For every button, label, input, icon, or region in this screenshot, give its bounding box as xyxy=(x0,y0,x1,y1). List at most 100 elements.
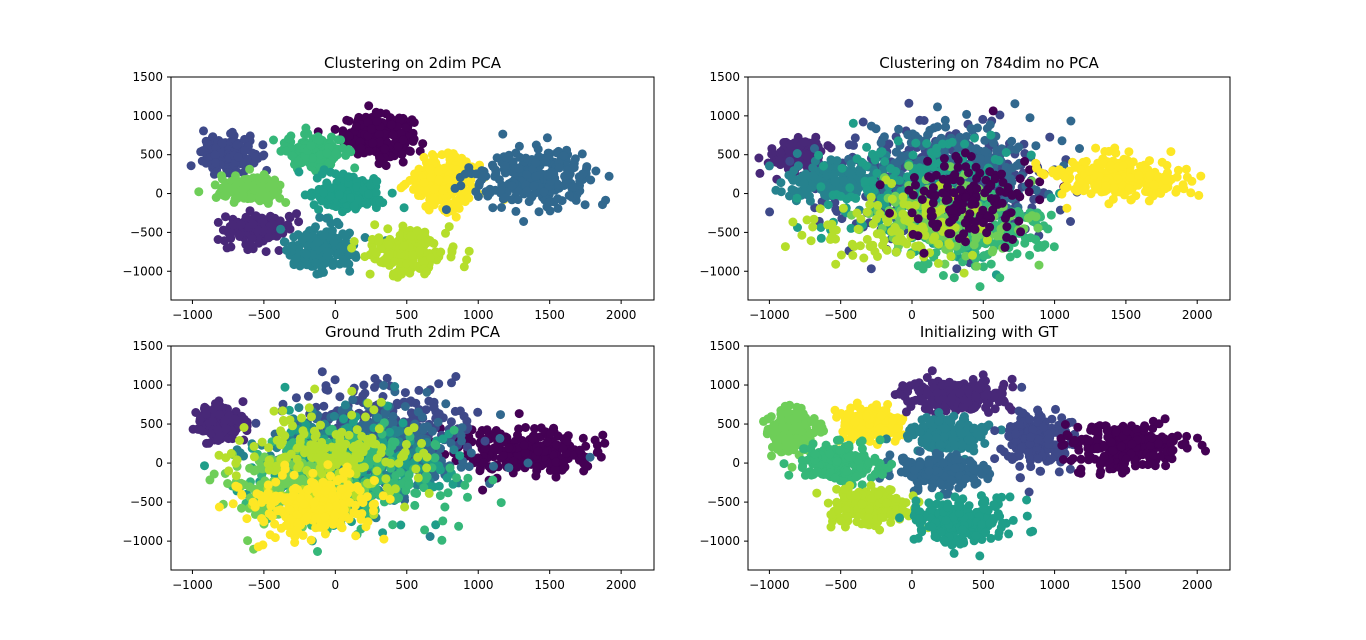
scatter-point xyxy=(285,213,295,223)
scatter-point xyxy=(322,148,332,158)
scatter-point xyxy=(1186,188,1196,198)
scatter-point xyxy=(998,177,1008,187)
scatter-point xyxy=(819,161,828,171)
scatter-point xyxy=(1064,166,1074,176)
scatter-point xyxy=(257,186,267,196)
scatter-point xyxy=(328,260,338,270)
y-tick-label: 500 xyxy=(717,148,740,162)
scatter-point xyxy=(1023,213,1033,223)
scatter-point xyxy=(251,211,261,221)
scatter-point xyxy=(1046,210,1056,220)
scatter-point xyxy=(574,172,584,182)
scatter-point xyxy=(764,161,774,171)
scatter-point xyxy=(211,193,221,202)
scatter-point xyxy=(831,259,841,269)
scatter-point xyxy=(931,222,941,232)
scatter-point xyxy=(446,417,456,427)
scatter-point xyxy=(344,131,354,141)
scatter-point xyxy=(489,443,499,453)
scatter-point xyxy=(943,182,952,192)
scatter-point xyxy=(598,430,608,440)
scatter-point xyxy=(218,225,228,235)
scatter-point xyxy=(932,143,942,153)
x-tick-label: 1500 xyxy=(1111,308,1142,322)
scatter-point xyxy=(821,190,831,200)
scatter-point xyxy=(433,175,443,185)
scatter-point xyxy=(512,186,522,196)
scatter-point xyxy=(780,242,790,252)
scatter-point xyxy=(398,221,408,231)
scatter-point xyxy=(269,135,278,145)
scatter-point xyxy=(868,219,878,229)
scatter-point xyxy=(211,158,220,168)
scatter-point xyxy=(823,200,833,210)
scatter-point xyxy=(955,176,965,186)
scatter-point xyxy=(292,209,301,219)
scatter-point xyxy=(938,188,948,198)
scatter-point xyxy=(280,237,290,247)
scatter-point xyxy=(844,168,854,178)
scatter-point xyxy=(949,188,959,198)
scatter-point xyxy=(601,195,611,205)
scatter-point xyxy=(1026,233,1036,243)
scatter-point xyxy=(1060,172,1070,182)
scatter-point xyxy=(1109,183,1119,193)
scatter-point xyxy=(767,144,777,154)
scatter-point xyxy=(776,148,785,158)
scatter-point xyxy=(366,124,376,134)
scatter-point xyxy=(951,151,961,161)
scatter-point xyxy=(940,115,950,125)
cluster-8 xyxy=(213,206,304,257)
scatter-point xyxy=(960,218,970,228)
scatter-point xyxy=(814,150,823,160)
scatter-point xyxy=(420,184,430,194)
scatter-point xyxy=(533,144,543,154)
scatter-point xyxy=(868,149,877,159)
scatter-point xyxy=(342,115,352,125)
scatter-point xyxy=(479,458,489,468)
x-tick-label: 1000 xyxy=(1039,308,1070,322)
scatter-point xyxy=(211,399,220,409)
scatter-point xyxy=(978,218,988,228)
scatter-point xyxy=(397,269,406,279)
scatter-point xyxy=(319,267,328,277)
x-tick-label: 2000 xyxy=(606,308,637,322)
scatter-point xyxy=(866,121,876,131)
scatter-point xyxy=(551,472,561,482)
scatter-point xyxy=(785,139,795,149)
scatter-point xyxy=(1144,187,1153,197)
scatter-point xyxy=(941,195,951,205)
scatter-point xyxy=(845,183,855,193)
scatter-point xyxy=(982,228,992,238)
scatter-point xyxy=(408,136,418,146)
scatter-point xyxy=(1001,148,1011,157)
scatter-point xyxy=(755,168,765,178)
scatter-point xyxy=(1014,142,1024,152)
scatter-point xyxy=(529,181,539,191)
scatter-point xyxy=(580,200,590,210)
scatter-point xyxy=(862,234,872,244)
scatter-point xyxy=(904,161,914,171)
scatter-point xyxy=(319,230,329,240)
scatter-point xyxy=(459,262,469,272)
scatter-point xyxy=(848,118,858,128)
scatter-point xyxy=(421,405,431,415)
scatter-point xyxy=(533,446,543,456)
x-tick-label: 500 xyxy=(972,308,995,322)
scatter-point xyxy=(265,181,275,191)
scatter-point xyxy=(962,109,972,119)
scatter-point xyxy=(1090,181,1100,191)
scatter-point xyxy=(352,122,361,132)
scatter-point xyxy=(261,247,271,257)
scatter-point xyxy=(970,217,980,227)
y-tick-label: −1000 xyxy=(122,264,163,278)
scatter-point xyxy=(947,137,957,147)
scatter-point xyxy=(554,163,564,173)
scatter-point xyxy=(346,147,356,157)
scatter-point xyxy=(923,130,933,139)
scatter-point xyxy=(498,451,508,461)
scatter-point xyxy=(475,430,485,440)
scatter-point xyxy=(816,182,826,192)
scatter-point xyxy=(875,148,885,158)
scatter-point xyxy=(214,432,224,442)
